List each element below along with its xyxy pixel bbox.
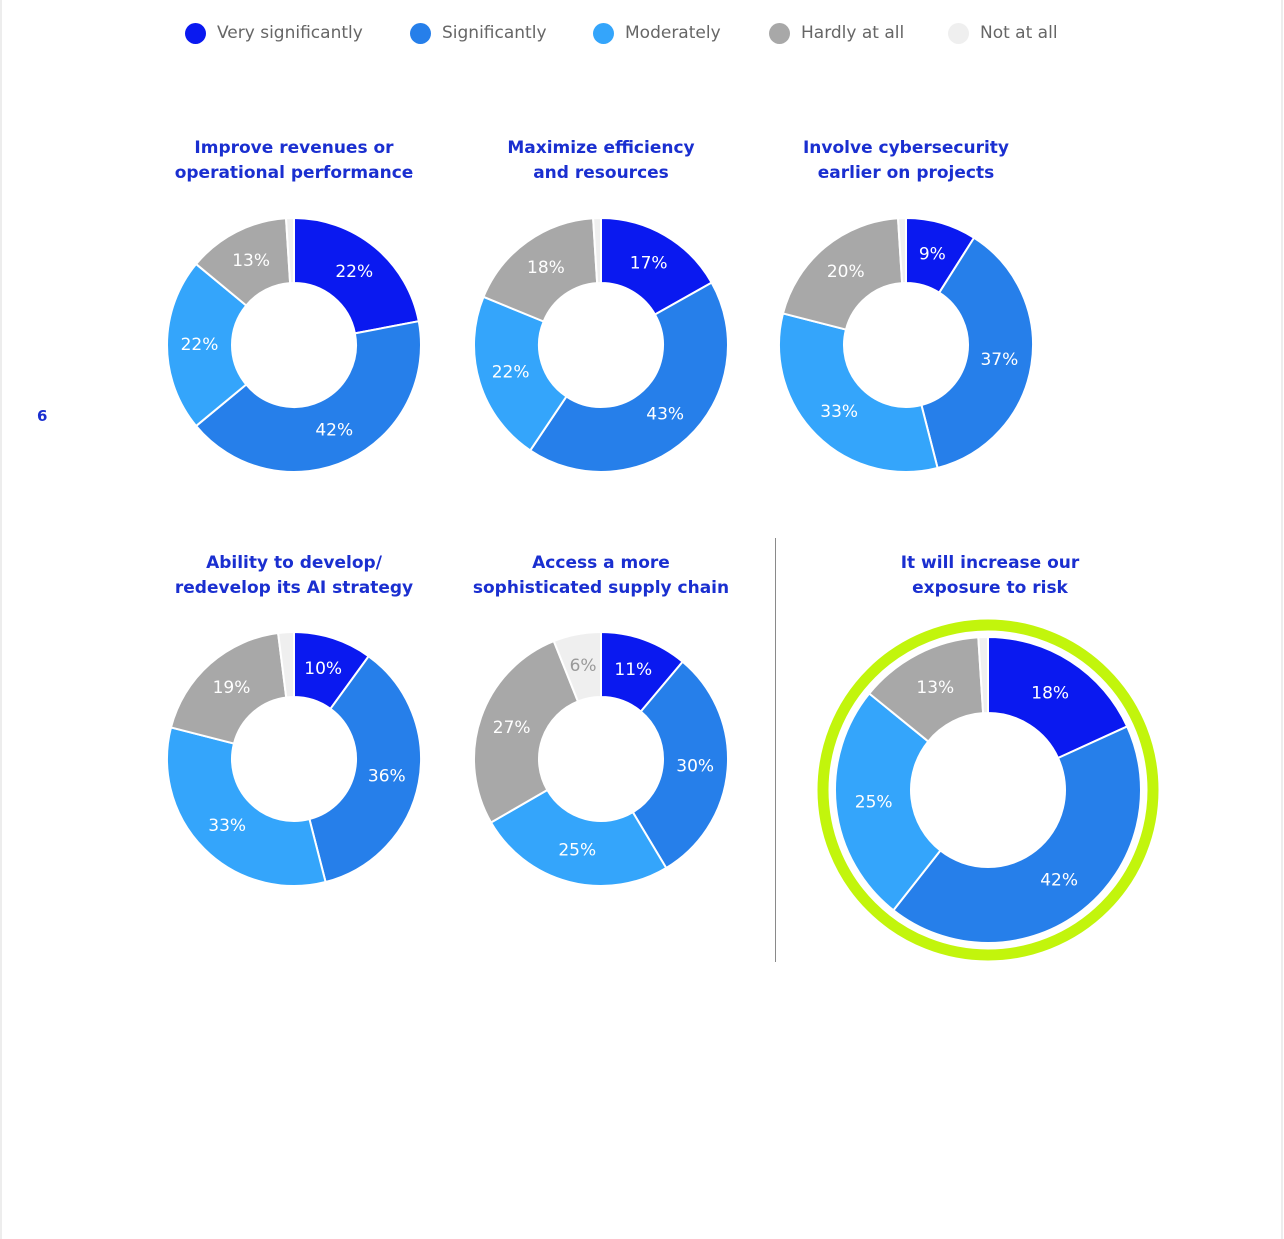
- slice-hardly-at-all: [482, 217, 599, 323]
- legend-item-very-significantly: Very significantly: [185, 22, 363, 44]
- legend-swatch-significantly: [410, 22, 431, 44]
- legend-swatch-moderately: [593, 22, 614, 44]
- slice-label-significantly: 42%: [315, 421, 353, 441]
- slice-very-significantly: [600, 217, 713, 316]
- slice-significantly: [308, 655, 422, 884]
- chart-title-risk-exposure: It will increase our exposure to risk: [900, 553, 1080, 598]
- slice-label-very-significantly: 10%: [304, 659, 342, 679]
- chart-title-efficiency: Maximize efficiency and resources: [507, 138, 695, 183]
- slice-label-significantly: 43%: [646, 404, 684, 424]
- slice-label-moderately: 22%: [492, 363, 530, 383]
- slice-label-significantly: 42%: [1040, 870, 1078, 890]
- slice-label-significantly: 37%: [980, 350, 1018, 370]
- slice-label-significantly: 30%: [676, 756, 714, 776]
- donut-chart-supply-chain: 11% 30% 25% 27% 6%: [473, 631, 729, 887]
- legend-swatch-hardly-at-all: [769, 22, 790, 44]
- slice-not-at-all: [977, 636, 989, 715]
- slice-label-very-significantly: 9%: [919, 244, 946, 264]
- slice-label-moderately: 33%: [208, 816, 246, 836]
- chart-title-cybersecurity: Involve cybersecurity earlier on project…: [802, 138, 1010, 183]
- slice-label-hardly-at-all: 13%: [916, 678, 954, 698]
- slice-label-hardly-at-all: 20%: [827, 262, 865, 282]
- section-divider: [775, 538, 776, 962]
- slice-significantly: [529, 281, 729, 473]
- legend-label: Moderately: [625, 23, 721, 43]
- slice-hardly-at-all: [781, 217, 904, 331]
- slice-label-moderately: 22%: [181, 335, 219, 355]
- slice-significantly: [920, 236, 1034, 470]
- legend-item-not-at-all: Not at all: [948, 22, 1058, 44]
- page-edge-right: [1281, 0, 1283, 1239]
- donut-chart-revenues: 22% 42% 22% 13%: [166, 217, 422, 473]
- legend-swatch-very-significantly: [185, 22, 206, 44]
- highlight-ring: [817, 619, 1159, 961]
- slice-label-very-significantly: 17%: [630, 253, 668, 273]
- slice-not-at-all: [592, 217, 602, 285]
- legend-label: Hardly at all: [801, 23, 905, 43]
- slice-label-hardly-at-all: 19%: [213, 678, 251, 698]
- legend-label: Significantly: [442, 23, 547, 43]
- slice-moderately: [473, 295, 568, 452]
- chart-title-revenues: Improve revenues or operational performa…: [174, 138, 414, 183]
- legend-item-moderately: Moderately: [593, 22, 721, 44]
- slice-label-hardly-at-all: 13%: [232, 251, 270, 271]
- legend-label: Not at all: [980, 23, 1058, 43]
- slice-not-at-all: [285, 217, 295, 285]
- slice-label-hardly-at-all: 18%: [527, 258, 565, 278]
- slice-significantly: [631, 660, 729, 869]
- slice-not-at-all: [277, 631, 295, 699]
- slice-label-moderately: 25%: [855, 793, 893, 813]
- slice-label-moderately: 25%: [558, 840, 596, 860]
- donut-chart-risk-exposure: 18% 42% 25% 13%: [817, 619, 1159, 961]
- legend-item-significantly: Significantly: [410, 22, 547, 44]
- donut-chart-efficiency: 17% 43% 22% 18%: [473, 217, 729, 473]
- slice-very-significantly: [293, 217, 420, 335]
- slice-label-significantly: 36%: [368, 767, 406, 787]
- slice-hardly-at-all: [169, 632, 288, 745]
- slice-significantly: [892, 725, 1142, 944]
- page-edge-left: [0, 0, 2, 1239]
- slice-moderately: [490, 789, 668, 887]
- legend-swatch-not-at-all: [948, 22, 969, 44]
- donut-chart-ai-strategy: 10% 36% 33% 19%: [166, 631, 422, 887]
- slice-label-not-at-all: 6%: [570, 656, 597, 676]
- legend-item-hardly-at-all: Hardly at all: [769, 22, 904, 44]
- slice-not-at-all: [552, 631, 602, 703]
- slice-moderately: [166, 263, 248, 427]
- slice-label-very-significantly: 18%: [1031, 683, 1069, 703]
- legend-label: Very significantly: [217, 23, 363, 43]
- chart-title-supply-chain: Access a more sophisticated supply chain: [472, 553, 730, 598]
- slice-not-at-all: [897, 217, 907, 285]
- chart-title-ai-strategy: Ability to develop/ redevelop its AI str…: [174, 553, 414, 598]
- slice-moderately: [778, 312, 939, 473]
- page-number: 6: [37, 407, 48, 425]
- slice-moderately: [166, 726, 327, 887]
- donut-chart-cybersecurity: 9% 37% 33% 20%: [778, 217, 1034, 473]
- slice-label-hardly-at-all: 27%: [493, 718, 531, 738]
- slice-hardly-at-all: [473, 640, 579, 824]
- slice-label-very-significantly: 11%: [614, 660, 652, 680]
- slice-label-very-significantly: 22%: [335, 262, 373, 282]
- slice-significantly: [195, 320, 422, 473]
- slice-label-moderately: 33%: [820, 402, 858, 422]
- slice-moderately: [834, 692, 942, 912]
